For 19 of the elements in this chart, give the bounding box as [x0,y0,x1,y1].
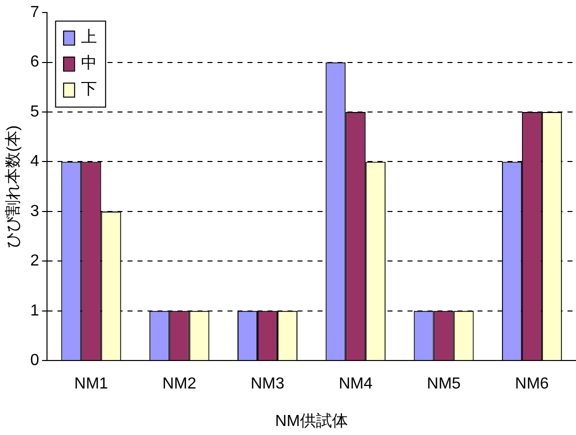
x-tick-label: NM1 [74,376,108,393]
legend-label: 下 [81,81,98,98]
y-tick-label: 0 [30,352,40,370]
y-tick-label: 6 [30,54,40,71]
x-tick-label: NM6 [515,376,549,393]
y-tick-label: 5 [30,103,40,120]
y-axis-title: ひび割れ本数(本) [4,125,22,248]
x-tick-label: NM5 [426,376,461,393]
x-tick-label: NM4 [338,376,373,393]
y-tick-label: 4 [30,153,40,170]
y-tick-label: 2 [30,252,40,270]
y-tick-label: 7 [30,4,40,22]
y-tick-label: 1 [30,302,40,320]
x-tick-label: NM2 [162,376,196,393]
legend-label: 上 [81,28,98,46]
y-tick-label: 3 [30,202,40,220]
x-axis-title: NM供試体 [275,412,348,430]
x-tick-label: NM3 [250,376,284,393]
legend-label: 中 [81,54,98,72]
